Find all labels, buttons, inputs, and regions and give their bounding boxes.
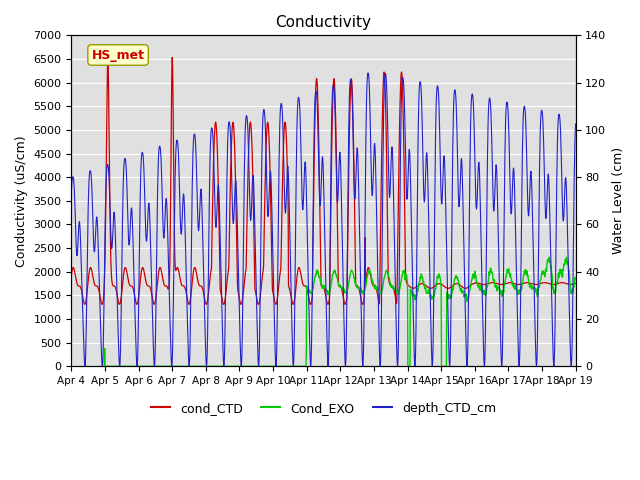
Title: Conductivity: Conductivity [275, 15, 371, 30]
Y-axis label: Conductivity (uS/cm): Conductivity (uS/cm) [15, 135, 28, 267]
Legend: cond_CTD, Cond_EXO, depth_CTD_cm: cond_CTD, Cond_EXO, depth_CTD_cm [146, 396, 501, 420]
Text: HS_met: HS_met [92, 48, 145, 61]
Y-axis label: Water Level (cm): Water Level (cm) [612, 147, 625, 254]
